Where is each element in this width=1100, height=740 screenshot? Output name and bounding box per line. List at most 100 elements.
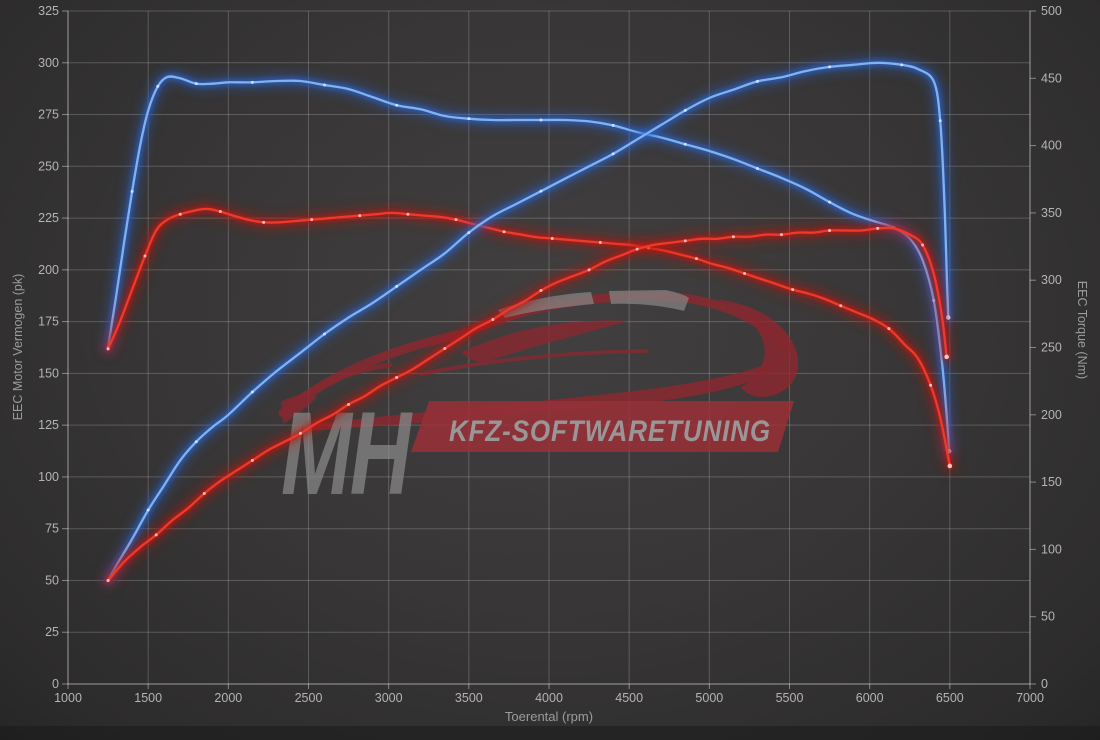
x-tick-label: 3500 <box>455 691 483 705</box>
curve-end-dot <box>944 354 949 360</box>
curve-marker-dot <box>218 210 222 214</box>
left-tick-label: 300 <box>38 56 59 70</box>
left-tick-label: 250 <box>38 159 59 173</box>
curve-torque-origineel <box>101 201 957 473</box>
curve-marker-dot <box>323 83 327 87</box>
left-tick-label: 25 <box>45 625 59 639</box>
right-tick-label: 500 <box>1041 4 1062 18</box>
x-axis-title: Toerental (rpm) <box>505 709 593 724</box>
curve-marker-dot <box>156 84 160 88</box>
curve-marker-dot <box>298 431 302 435</box>
car-silhouette-front-accent <box>294 362 393 402</box>
x-tick-label: 6000 <box>856 691 884 705</box>
curve-marker-dot <box>695 257 699 261</box>
curve-marker-dot <box>358 214 362 218</box>
logo-caption-text: KFZ-SOFTWARETUNING <box>449 415 771 448</box>
curve-marker-dot <box>143 254 147 258</box>
curve-marker-dot <box>146 508 150 512</box>
curve-marker-dot <box>395 103 399 107</box>
curve-marker-dot <box>154 533 158 537</box>
left-axis-title: EEC Motor Vermogen (pk) <box>11 274 25 421</box>
left-tick-label: 325 <box>38 4 59 18</box>
left-tick-label: 175 <box>38 315 59 329</box>
curve-marker-dot <box>202 491 206 495</box>
x-tick-label: 1000 <box>54 691 82 705</box>
curve-glow-inner <box>104 72 953 455</box>
curve-marker-dot <box>491 318 495 322</box>
car-silhouette-underbody <box>289 357 785 431</box>
x-tick-label: 7000 <box>1016 691 1044 705</box>
x-tick-label: 4500 <box>615 691 643 705</box>
right-tick-label: 300 <box>1041 273 1062 287</box>
curve-marker-dot <box>539 189 543 193</box>
curve-marker-dot <box>887 327 891 331</box>
curve-marker-dot <box>828 200 832 204</box>
axes <box>62 10 1036 689</box>
dyno-curves <box>101 55 957 588</box>
curve-marker-dot <box>779 233 783 237</box>
curve-marker-dot <box>938 119 942 123</box>
curve-marker-dot <box>921 243 925 247</box>
curve-marker-dot <box>839 304 843 308</box>
curve-marker-dot <box>755 79 759 83</box>
curve-vermogen-origineel <box>101 220 954 588</box>
left-tick-label: 100 <box>38 470 59 484</box>
left-tick-label: 150 <box>38 366 59 380</box>
curve-marker-dot <box>194 82 198 86</box>
curve-marker-dot <box>310 218 314 222</box>
curve-marker-dot <box>743 271 747 275</box>
curve-marker-dot <box>406 212 410 216</box>
x-tick-label: 3000 <box>375 691 403 705</box>
curve-marker-dot <box>467 117 471 121</box>
curve-marker-dot <box>929 383 933 387</box>
x-tick-label: 4000 <box>535 691 563 705</box>
x-tick-label: 2500 <box>295 691 323 705</box>
curve-marker-dot <box>106 578 110 582</box>
curve-marker-dot <box>250 80 254 84</box>
x-tick-label: 2000 <box>214 691 242 705</box>
bottom-shadow-strip <box>0 726 1100 740</box>
left-tick-label: 125 <box>38 418 59 432</box>
car-roof-highlight-left <box>498 292 594 318</box>
curve-marker-dot <box>250 390 254 394</box>
curve-torque-getuned <box>101 69 956 459</box>
curve-marker-dot <box>683 108 687 112</box>
curve-marker-dot <box>250 458 254 462</box>
left-tick-label: 50 <box>45 573 59 587</box>
right-tick-label: 100 <box>1041 542 1062 556</box>
curve-marker-dot <box>502 230 506 234</box>
right-tick-label: 150 <box>1041 475 1062 489</box>
car-silhouette-side-glass <box>462 320 628 362</box>
left-tick-label: 200 <box>38 263 59 277</box>
curve-marker-dot <box>683 142 687 146</box>
curve-marker-dot <box>550 236 554 240</box>
left-tick-label: 75 <box>45 522 59 536</box>
curve-end-dot <box>947 463 953 469</box>
x-tick-label: 1500 <box>134 691 162 705</box>
curve-core <box>106 207 951 468</box>
curve-marker-dot <box>467 231 471 235</box>
curve-marker-dot <box>539 118 543 122</box>
right-tick-label: 350 <box>1041 206 1062 220</box>
x-tick-label: 5500 <box>776 691 804 705</box>
curve-marker-dot <box>347 402 351 406</box>
curve-marker-dot <box>587 268 591 272</box>
curve-marker-dot <box>900 63 904 67</box>
car-silhouette-front-bumper <box>281 394 317 424</box>
curve-marker-dot <box>755 166 759 170</box>
curve-marker-dot <box>828 229 832 233</box>
car-silhouette-rear <box>714 299 799 397</box>
curve-vermogen-getuned <box>101 55 956 588</box>
curve-marker-dot <box>178 212 182 216</box>
curve-marker-dot <box>683 239 687 243</box>
curve-marker-dot <box>731 235 735 239</box>
curve-marker-dot <box>454 218 458 222</box>
curve-glow-outer <box>101 69 956 459</box>
right-tick-label: 450 <box>1041 71 1062 85</box>
curve-marker-dot <box>262 220 266 224</box>
curve-marker-dot <box>611 123 615 127</box>
x-tick-label: 6500 <box>936 691 964 705</box>
left-tick-label: 0 <box>52 677 59 691</box>
